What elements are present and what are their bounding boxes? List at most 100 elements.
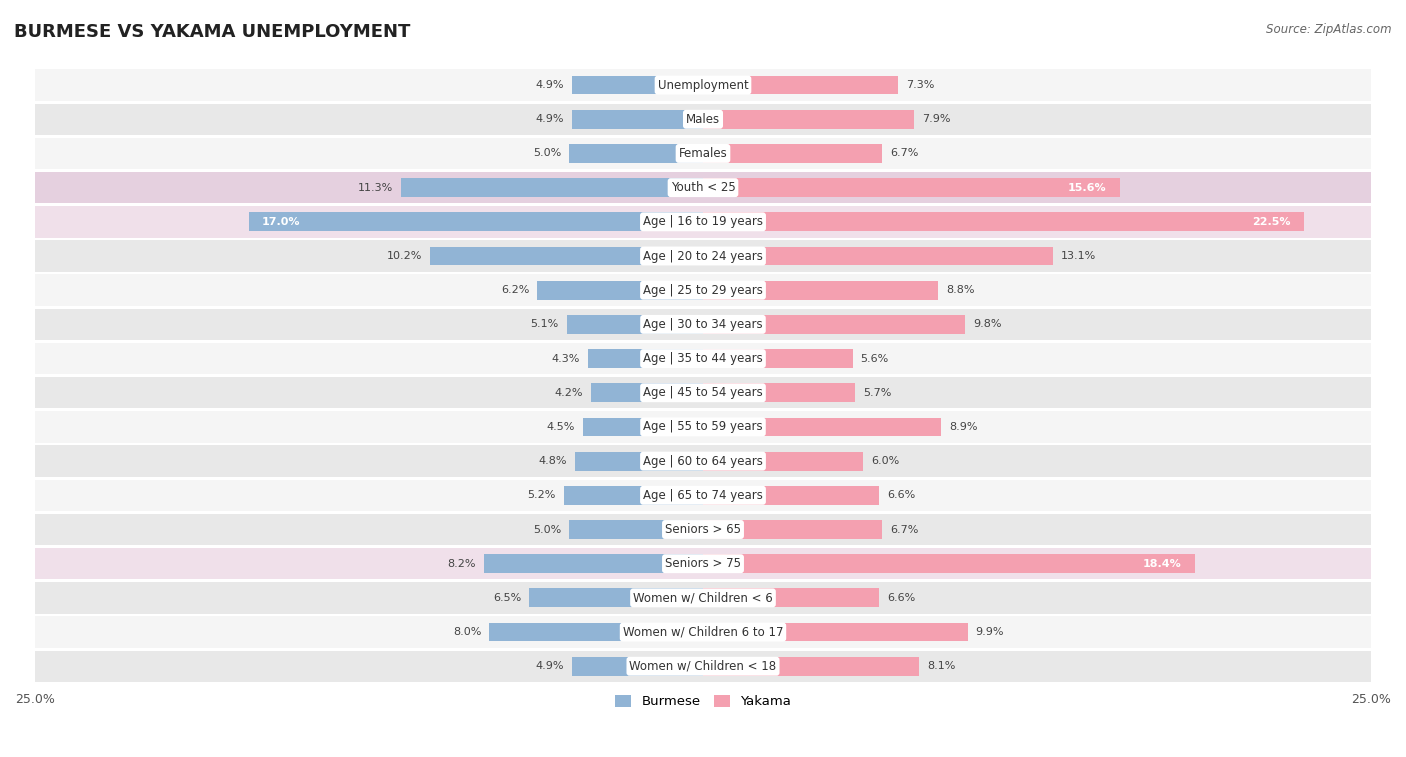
Text: 6.7%: 6.7% <box>890 525 918 534</box>
Bar <box>703 486 879 505</box>
Text: 8.8%: 8.8% <box>946 285 974 295</box>
Text: 15.6%: 15.6% <box>1069 182 1107 192</box>
Text: 5.1%: 5.1% <box>530 319 558 329</box>
Text: Youth < 25: Youth < 25 <box>671 181 735 194</box>
Bar <box>564 486 703 505</box>
Text: 4.9%: 4.9% <box>536 662 564 671</box>
Bar <box>703 657 920 676</box>
Bar <box>35 582 1371 614</box>
Text: 4.9%: 4.9% <box>536 80 564 90</box>
Text: 18.4%: 18.4% <box>1143 559 1181 569</box>
Bar <box>703 383 855 402</box>
Bar <box>35 548 1371 579</box>
Bar <box>703 110 914 129</box>
Bar <box>35 240 1371 272</box>
Text: 13.1%: 13.1% <box>1062 251 1097 261</box>
Bar <box>703 554 1195 573</box>
Bar <box>537 281 703 300</box>
Text: 9.9%: 9.9% <box>976 627 1004 637</box>
Text: Age | 55 to 59 years: Age | 55 to 59 years <box>643 420 763 434</box>
Text: Age | 20 to 24 years: Age | 20 to 24 years <box>643 250 763 263</box>
Bar <box>703 588 879 607</box>
Bar <box>35 309 1371 340</box>
Text: 6.6%: 6.6% <box>887 593 915 603</box>
Text: 5.0%: 5.0% <box>533 525 561 534</box>
Text: 5.6%: 5.6% <box>860 354 889 363</box>
Text: Age | 45 to 54 years: Age | 45 to 54 years <box>643 386 763 399</box>
Bar <box>35 104 1371 135</box>
Bar <box>703 213 1305 231</box>
Bar <box>35 411 1371 443</box>
Bar <box>489 623 703 641</box>
Text: 6.5%: 6.5% <box>494 593 522 603</box>
Text: 8.1%: 8.1% <box>928 662 956 671</box>
Text: Age | 30 to 34 years: Age | 30 to 34 years <box>643 318 763 331</box>
Bar <box>703 76 898 95</box>
Text: 5.2%: 5.2% <box>527 491 555 500</box>
Text: 6.7%: 6.7% <box>890 148 918 158</box>
Bar <box>575 452 703 471</box>
Bar <box>572 76 703 95</box>
Bar <box>572 657 703 676</box>
Text: 7.3%: 7.3% <box>905 80 935 90</box>
Bar <box>35 206 1371 238</box>
Text: 6.6%: 6.6% <box>887 491 915 500</box>
Text: 7.9%: 7.9% <box>922 114 950 124</box>
Bar <box>582 418 703 436</box>
Text: Seniors > 65: Seniors > 65 <box>665 523 741 536</box>
Bar <box>703 623 967 641</box>
Bar <box>35 70 1371 101</box>
Text: 6.0%: 6.0% <box>872 456 900 466</box>
Text: Age | 16 to 19 years: Age | 16 to 19 years <box>643 215 763 229</box>
Bar <box>35 377 1371 409</box>
Text: Age | 25 to 29 years: Age | 25 to 29 years <box>643 284 763 297</box>
Text: 11.3%: 11.3% <box>357 182 394 192</box>
Bar <box>567 315 703 334</box>
Text: Women w/ Children < 6: Women w/ Children < 6 <box>633 591 773 604</box>
Bar <box>703 349 852 368</box>
Text: 5.0%: 5.0% <box>533 148 561 158</box>
Text: Source: ZipAtlas.com: Source: ZipAtlas.com <box>1267 23 1392 36</box>
Text: 17.0%: 17.0% <box>262 217 301 227</box>
Text: Unemployment: Unemployment <box>658 79 748 92</box>
Bar <box>35 445 1371 477</box>
Text: 4.9%: 4.9% <box>536 114 564 124</box>
Bar <box>703 418 941 436</box>
Text: Women w/ Children < 18: Women w/ Children < 18 <box>630 660 776 673</box>
Text: Seniors > 75: Seniors > 75 <box>665 557 741 570</box>
Bar <box>35 172 1371 204</box>
Bar <box>591 383 703 402</box>
Text: 4.8%: 4.8% <box>538 456 567 466</box>
Bar <box>35 275 1371 306</box>
Bar <box>484 554 703 573</box>
Bar <box>569 144 703 163</box>
Text: 8.2%: 8.2% <box>447 559 475 569</box>
Text: Age | 65 to 74 years: Age | 65 to 74 years <box>643 489 763 502</box>
Text: 4.3%: 4.3% <box>551 354 581 363</box>
Bar <box>569 520 703 539</box>
Text: Age | 60 to 64 years: Age | 60 to 64 years <box>643 455 763 468</box>
Text: Males: Males <box>686 113 720 126</box>
Bar <box>35 616 1371 648</box>
Bar <box>703 315 965 334</box>
Text: 8.0%: 8.0% <box>453 627 481 637</box>
Bar <box>35 343 1371 374</box>
Text: 4.5%: 4.5% <box>547 422 575 432</box>
Bar <box>703 520 882 539</box>
Bar <box>35 138 1371 169</box>
Text: Females: Females <box>679 147 727 160</box>
Text: Women w/ Children 6 to 17: Women w/ Children 6 to 17 <box>623 625 783 639</box>
Bar <box>35 514 1371 545</box>
Text: 10.2%: 10.2% <box>387 251 422 261</box>
Bar <box>703 247 1053 266</box>
Text: 9.8%: 9.8% <box>973 319 1001 329</box>
Bar <box>572 110 703 129</box>
Bar <box>703 281 938 300</box>
Bar <box>703 144 882 163</box>
Bar <box>529 588 703 607</box>
Bar <box>35 650 1371 682</box>
Bar <box>35 480 1371 511</box>
Legend: Burmese, Yakama: Burmese, Yakama <box>610 690 796 714</box>
Bar <box>401 178 703 197</box>
Bar <box>703 178 1119 197</box>
